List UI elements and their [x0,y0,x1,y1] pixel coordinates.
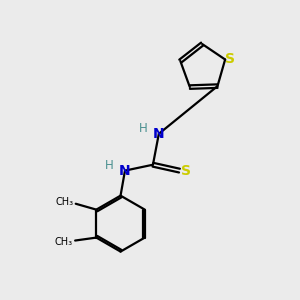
Text: N: N [119,164,131,178]
Text: S: S [225,52,236,67]
Text: CH₃: CH₃ [55,237,73,247]
Text: N: N [153,127,165,141]
Text: H: H [139,122,148,135]
Text: CH₃: CH₃ [55,197,74,207]
Text: H: H [105,159,114,172]
Text: S: S [181,164,191,178]
